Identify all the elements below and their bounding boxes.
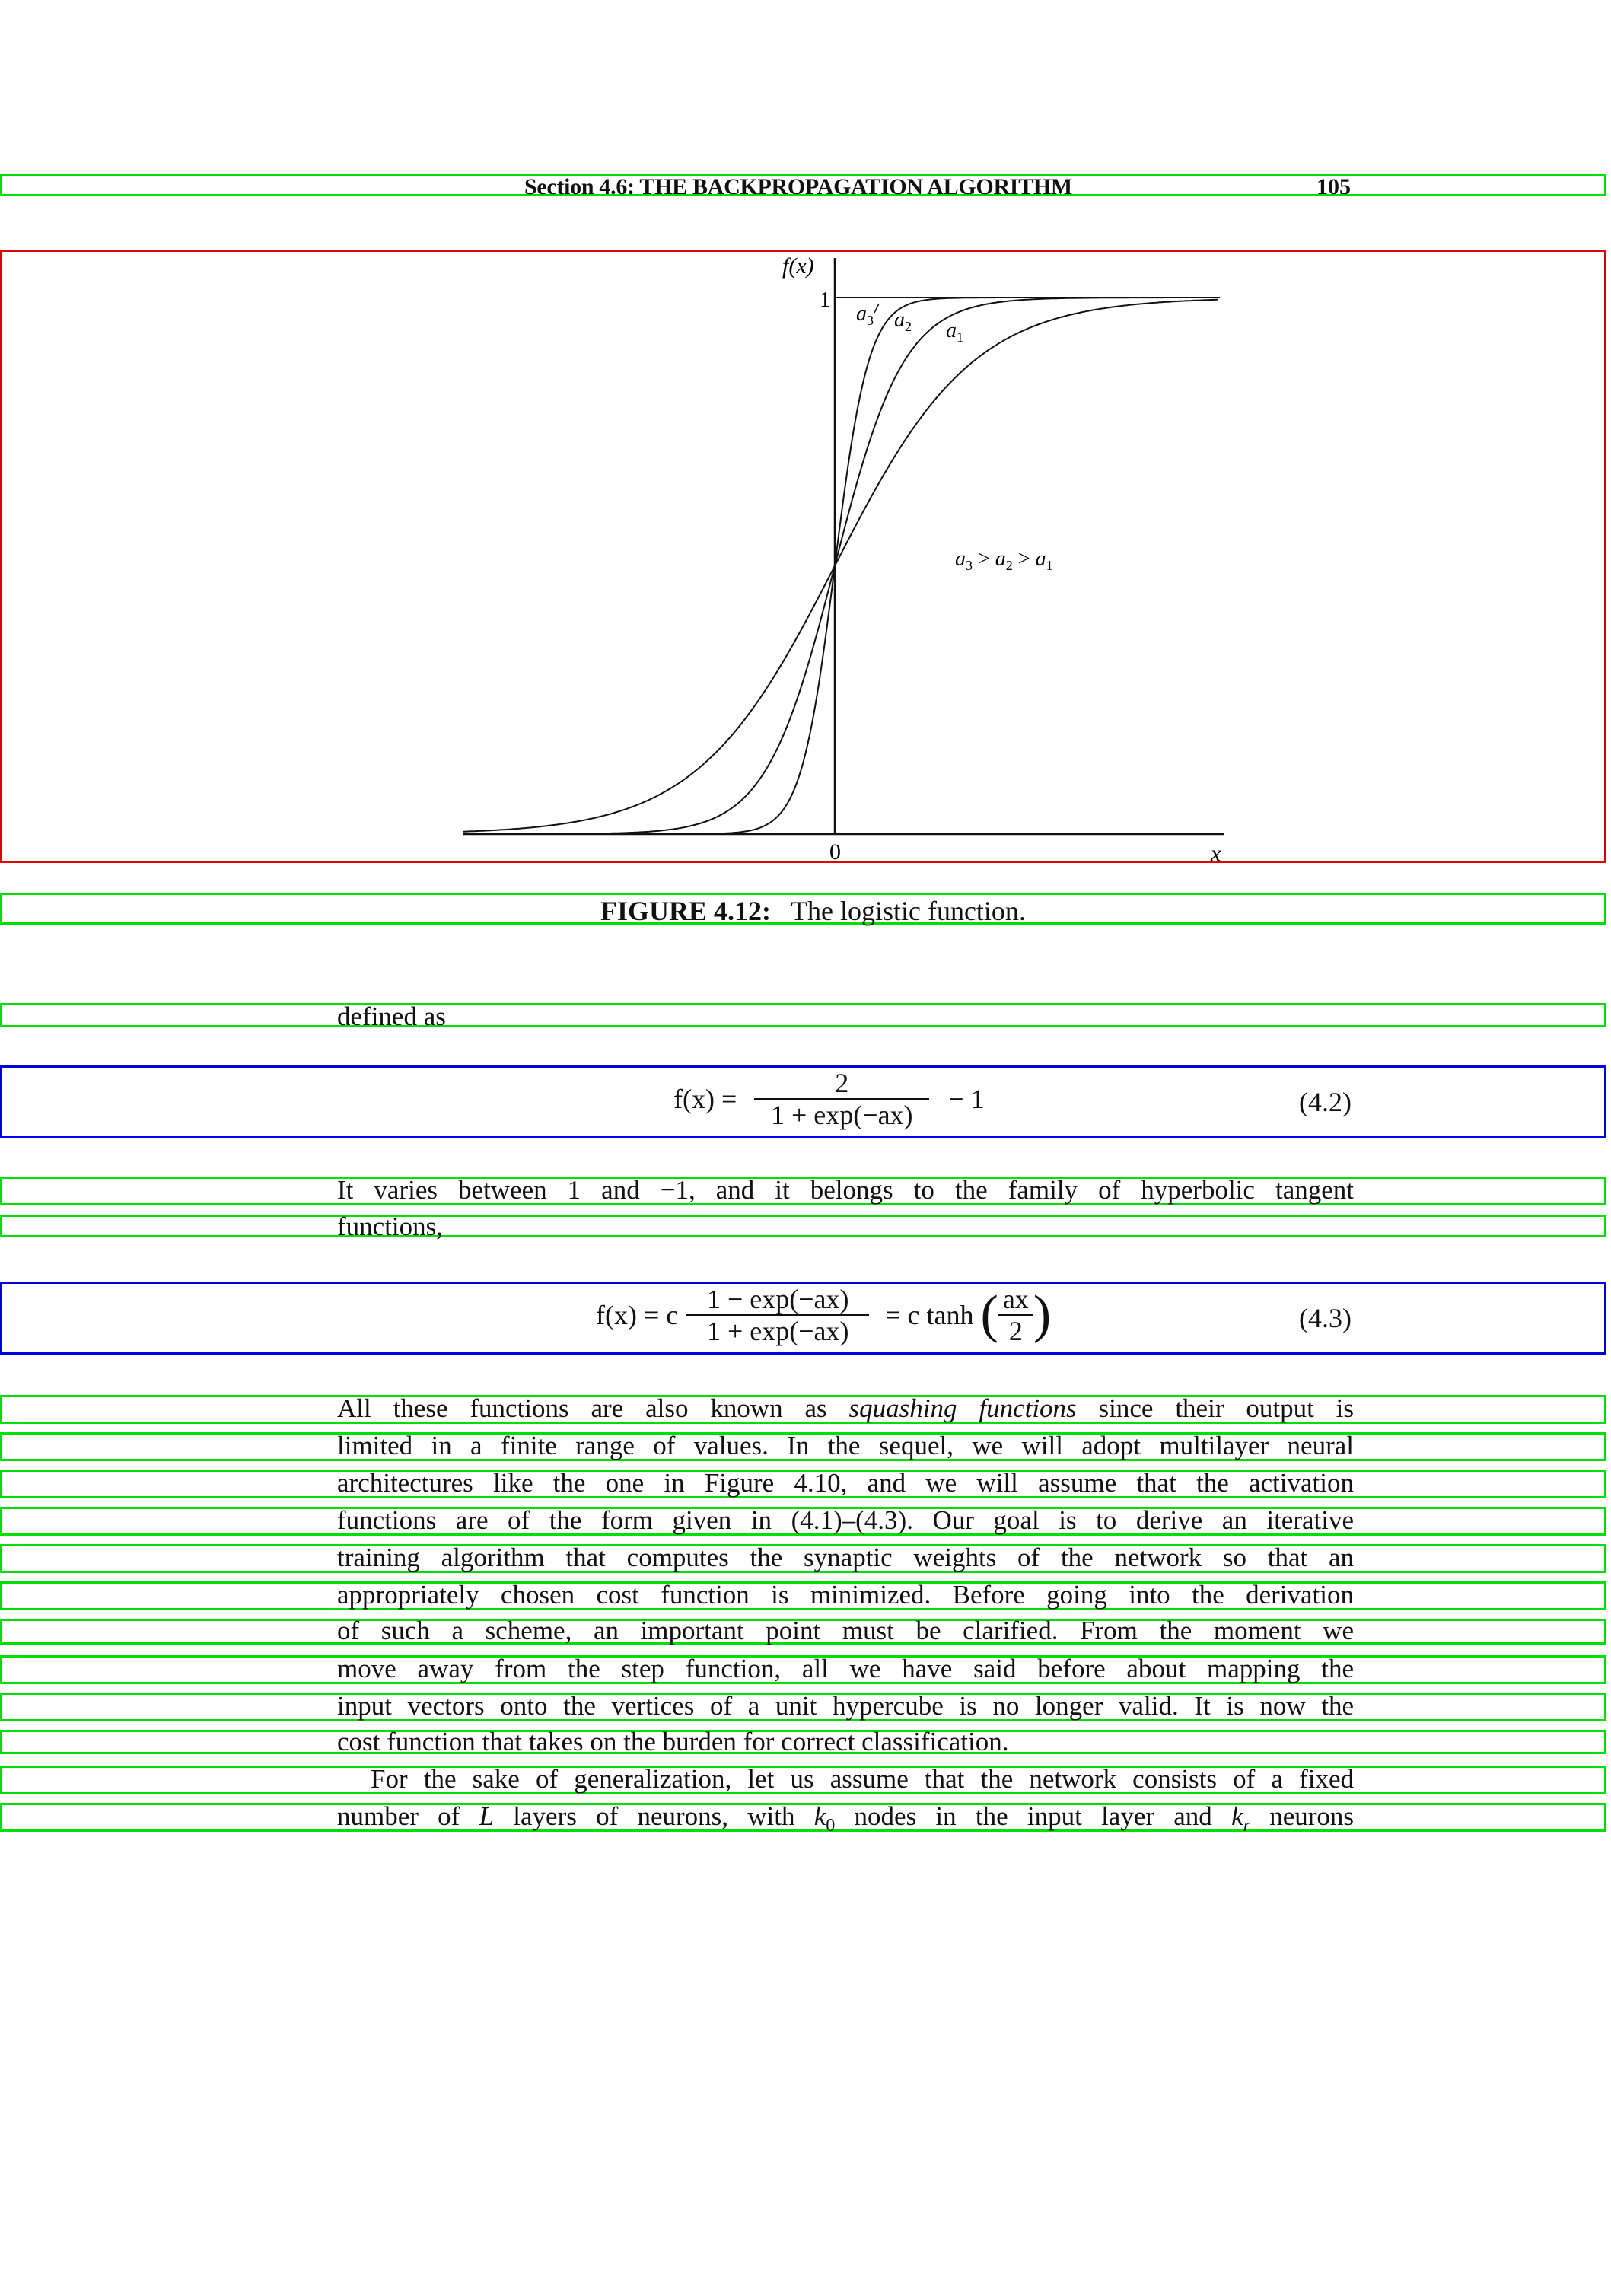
- eq43-mid: = c tanh: [885, 1300, 974, 1330]
- logistic-plot: f(x) 1 0 x a3 a2 a1 a3 > a2 > a1: [462, 253, 1224, 861]
- paragraph-line-1: All these functions are also known as sq…: [337, 1394, 1354, 1423]
- paragraph-line-8: move away from the step function, all we…: [337, 1654, 1354, 1683]
- text-line: All these functions are also known as sq…: [0, 1394, 1606, 1424]
- curve-a2: [463, 297, 1218, 835]
- paragraph-line-5: training algorithm that computes the syn…: [337, 1543, 1354, 1572]
- text-line: architectures like the one in Figure 4.1…: [0, 1469, 1606, 1498]
- caption-text: The logistic function.: [791, 896, 1026, 926]
- paragraph-line-9: input vectors onto the vertices of a uni…: [337, 1692, 1354, 1721]
- y-axis-label: f(x): [782, 253, 814, 279]
- eq42-number: (4.2): [1299, 1087, 1352, 1117]
- eq43-fraction: 1 − exp(−ax) 1 + exp(−ax): [686, 1284, 870, 1346]
- paragraph-line-11: For the sake of generalization, let us a…: [371, 1765, 1354, 1794]
- curve-a1: [462, 298, 1219, 833]
- paragraph-line-6: appropriately chosen cost function is mi…: [337, 1581, 1354, 1610]
- eq43-left-paren: (: [980, 1285, 998, 1344]
- paragraph-line-3: architectures like the one in Figure 4.1…: [337, 1469, 1354, 1498]
- varies-line-2: functions,: [337, 1212, 444, 1241]
- eq43-inner-numerator: ax: [998, 1284, 1033, 1316]
- paragraph-line-7: of such a scheme, an important point mus…: [337, 1616, 1354, 1645]
- curve-label-a2: a2: [894, 308, 912, 334]
- label-separator-slash: [874, 303, 880, 314]
- text-line: of such a scheme, an important point mus…: [0, 1616, 1606, 1645]
- eq42-denominator: 1 + exp(−ax): [771, 1100, 913, 1130]
- page-number: 105: [1316, 174, 1351, 199]
- text-line: functions,: [0, 1212, 1606, 1241]
- figure-logistic: f(x) 1 0 x a3 a2 a1 a3 > a2 > a1: [0, 250, 1606, 863]
- eq43-inner-denominator: 2: [1008, 1316, 1023, 1346]
- eq42-numerator: 2: [754, 1068, 930, 1100]
- paragraph-line-12: number of L layers of neurons, with k0 n…: [337, 1802, 1354, 1833]
- varies-line-1: It varies between 1 and −1, and it belon…: [337, 1176, 1354, 1205]
- text-line: For the sake of generalization, let us a…: [0, 1765, 1606, 1794]
- eq43-lhs: f(x) = c: [596, 1300, 679, 1330]
- paragraph-line-2: limited in a finite range of values. In …: [337, 1431, 1354, 1460]
- eq42-fraction: 2 1 + exp(−ax): [754, 1068, 930, 1130]
- x-origin-label: 0: [829, 839, 841, 861]
- y-tick-one: 1: [820, 288, 830, 312]
- equation-4-2: f(x) = 2 1 + exp(−ax) − 1 (4.2): [0, 1065, 1606, 1138]
- eq43-right-paren: ): [1033, 1285, 1052, 1344]
- equation-4-3: f(x) = c 1 − exp(−ax) 1 + exp(−ax) = c t…: [0, 1282, 1606, 1355]
- eq42-tail: − 1: [948, 1084, 985, 1114]
- curve-label-a3: a3: [856, 302, 874, 328]
- section-title: Section 4.6: THE BACKPROPAGATION ALGORIT…: [524, 174, 1072, 199]
- running-head: Section 4.6: THE BACKPROPAGATION ALGORIT…: [0, 174, 1606, 199]
- curve-a3: [463, 297, 1218, 835]
- text-line: input vectors onto the vertices of a uni…: [0, 1692, 1606, 1721]
- inequality-label: a3 > a2 > a1: [955, 547, 1053, 573]
- curve-label-a1: a1: [946, 319, 963, 345]
- text-line: training algorithm that computes the syn…: [0, 1543, 1606, 1573]
- caption-label: FIGURE 4.12:: [600, 896, 771, 926]
- eq43-denominator: 1 + exp(−ax): [706, 1316, 849, 1346]
- text-line: move away from the step function, all we…: [0, 1654, 1606, 1684]
- defined-as-text: defined as: [337, 1002, 446, 1031]
- paragraph-line-10: cost function that takes on the burden f…: [337, 1728, 1009, 1756]
- eq43-numerator: 1 − exp(−ax): [686, 1284, 870, 1316]
- paragraph-line-4: functions are of the form given in (4.1)…: [337, 1506, 1354, 1535]
- text-line: It varies between 1 and −1, and it belon…: [0, 1176, 1606, 1205]
- text-line: number of L layers of neurons, with k0 n…: [0, 1802, 1606, 1833]
- text-line: functions are of the form given in (4.1)…: [0, 1506, 1606, 1536]
- eq43-inner-fraction: ax 2: [998, 1284, 1033, 1346]
- text-line: appropriately chosen cost function is mi…: [0, 1581, 1606, 1610]
- text-line: limited in a finite range of values. In …: [0, 1431, 1606, 1461]
- x-axis-label: x: [1210, 841, 1221, 861]
- text-line: cost function that takes on the burden f…: [0, 1728, 1606, 1756]
- figure-caption: FIGURE 4.12: The logistic function.: [0, 893, 1606, 926]
- text-line-defined-as: defined as: [0, 1002, 1606, 1031]
- eq42-lhs: f(x) =: [673, 1084, 737, 1114]
- eq43-number: (4.3): [1299, 1303, 1352, 1333]
